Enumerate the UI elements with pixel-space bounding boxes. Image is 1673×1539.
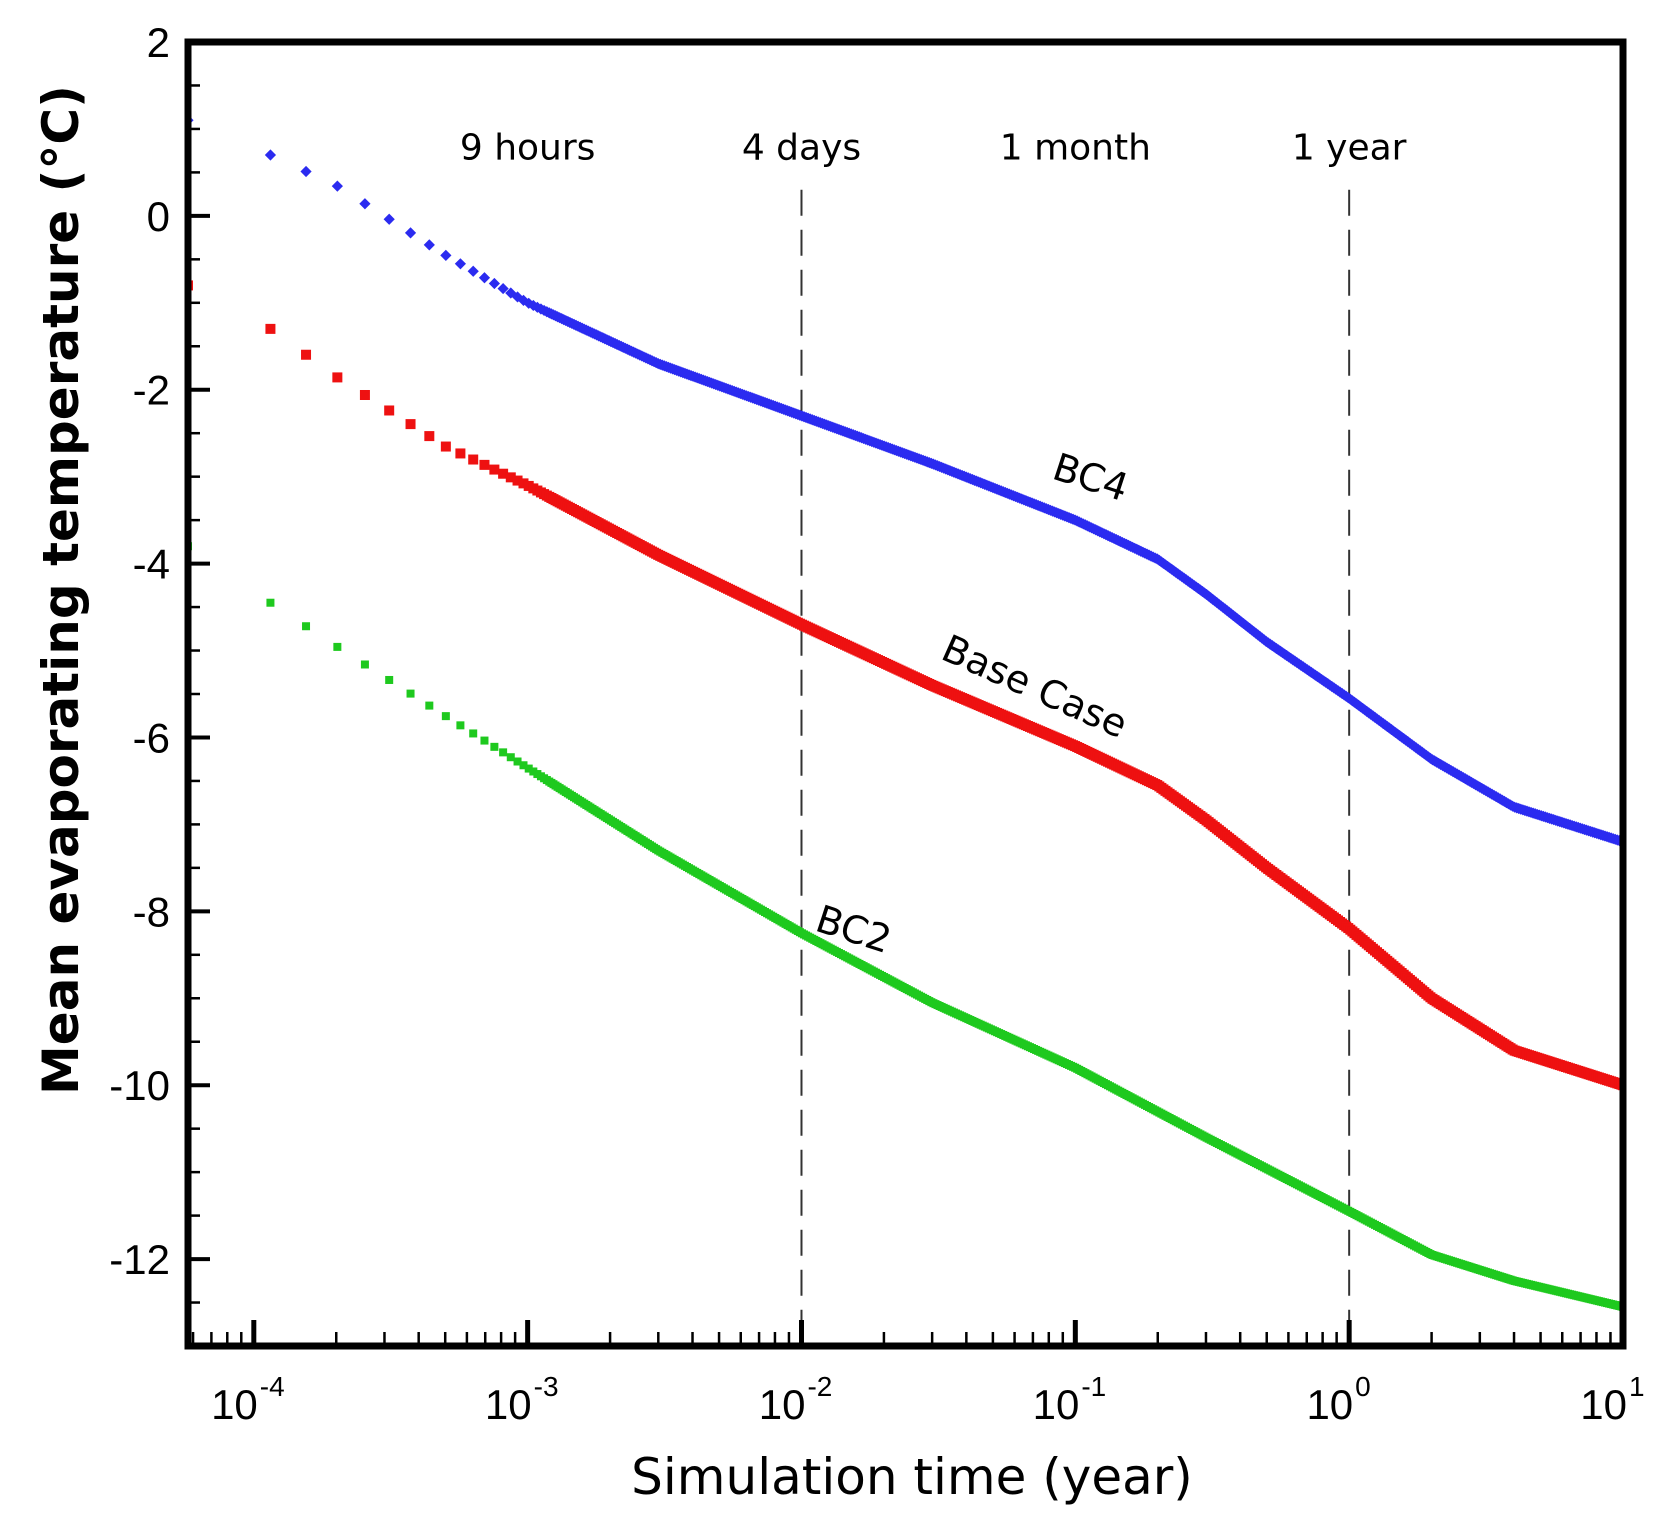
data-point [479, 459, 490, 470]
data-point [441, 712, 450, 721]
data-point [265, 323, 276, 334]
data-point [331, 180, 343, 192]
x-tick-label: 10 -2 [759, 1371, 833, 1428]
series-bc2 [188, 542, 1623, 1311]
plot-frame [184, 38, 1627, 1350]
data-point [301, 349, 312, 360]
data-point [488, 277, 500, 290]
y-tick-label: -10 [109, 1062, 170, 1109]
y-tick-label: 2 [147, 19, 170, 66]
x-tick-base: 10 [1033, 1381, 1080, 1428]
data-point [333, 642, 342, 651]
x-tick-base: 10 [1580, 1381, 1627, 1428]
data-point [360, 660, 369, 669]
data-point [469, 729, 478, 738]
x-tick-label: 10 1 [1580, 1371, 1644, 1428]
series-label: BC4 [1048, 445, 1134, 510]
data-points [188, 114, 1623, 1311]
x-tick-exponent: -3 [534, 1371, 559, 1402]
y-tick-label: -4 [133, 541, 170, 588]
data-point [529, 767, 538, 776]
x-tick-exponent: -1 [1081, 1371, 1106, 1402]
data-point [405, 419, 416, 430]
data-point [266, 598, 275, 607]
data-point [513, 757, 522, 766]
data-point [480, 736, 489, 745]
data-point [359, 198, 371, 210]
data-point [497, 282, 509, 295]
x-tick-base: 10 [759, 1381, 806, 1428]
data-point [467, 265, 479, 277]
x-tick-base: 10 [485, 1381, 532, 1428]
data-point [506, 753, 515, 762]
data-point [489, 464, 500, 475]
data-point [524, 764, 533, 773]
data-point [425, 701, 434, 710]
annotation: 4 days [742, 127, 861, 168]
data-point [385, 675, 394, 684]
series-label: BC2 [811, 897, 897, 962]
annotation: 1 year [1292, 127, 1407, 168]
y-tick-label: -6 [133, 714, 170, 761]
data-point [332, 372, 343, 383]
x-tick-label: 10 -3 [485, 1371, 559, 1428]
x-axis-title: Simulation time (year) [631, 1448, 1193, 1506]
data-point [456, 721, 465, 730]
x-tick-label: 10 -4 [211, 1371, 285, 1428]
data-point [505, 472, 516, 483]
data-point [498, 468, 509, 479]
data-point [518, 478, 529, 489]
data-point [511, 291, 524, 303]
data-point [384, 405, 395, 416]
data-point [455, 448, 466, 459]
annotation: 9 hours [460, 127, 596, 168]
data-point [406, 689, 415, 698]
data-point [523, 297, 535, 309]
data-point [264, 149, 277, 161]
x-tick-exponent: 1 [1629, 1371, 1645, 1402]
x-tick-exponent: -4 [260, 1371, 285, 1402]
data-point [423, 239, 435, 251]
x-tick-base: 10 [211, 1381, 258, 1428]
x-tick-exponent: 0 [1355, 1371, 1371, 1402]
x-tick-exponent: -2 [807, 1371, 832, 1402]
data-point [424, 431, 435, 442]
annotation: 1 month [1000, 127, 1151, 168]
x-tick-base: 10 [1306, 1381, 1353, 1428]
data-point [454, 258, 467, 270]
y-tick-label: -2 [133, 367, 170, 414]
data-point [302, 622, 311, 631]
y-tick-label: -12 [109, 1236, 170, 1283]
data-point [519, 761, 528, 770]
y-axis-title: Mean evaporating temperature (°C) [32, 85, 90, 1095]
data-point [359, 389, 370, 400]
series-base-case [188, 280, 1623, 1091]
x-tick-label: 10 -1 [1033, 1371, 1107, 1428]
data-point [440, 441, 451, 452]
data-point [512, 475, 523, 486]
data-point [527, 299, 539, 312]
y-tick-label: -8 [133, 888, 170, 935]
data-point [478, 272, 491, 284]
data-point [300, 165, 312, 178]
x-tick-label: 10 0 [1306, 1371, 1370, 1428]
data-point [440, 249, 452, 261]
axis-ticks [188, 40, 1626, 1348]
data-point [468, 454, 479, 465]
data-point [383, 213, 395, 225]
y-tick-label: 0 [147, 193, 170, 240]
data-point [490, 742, 499, 751]
data-point [404, 227, 417, 239]
data-point [499, 748, 508, 757]
series-bc4 [188, 114, 1623, 848]
